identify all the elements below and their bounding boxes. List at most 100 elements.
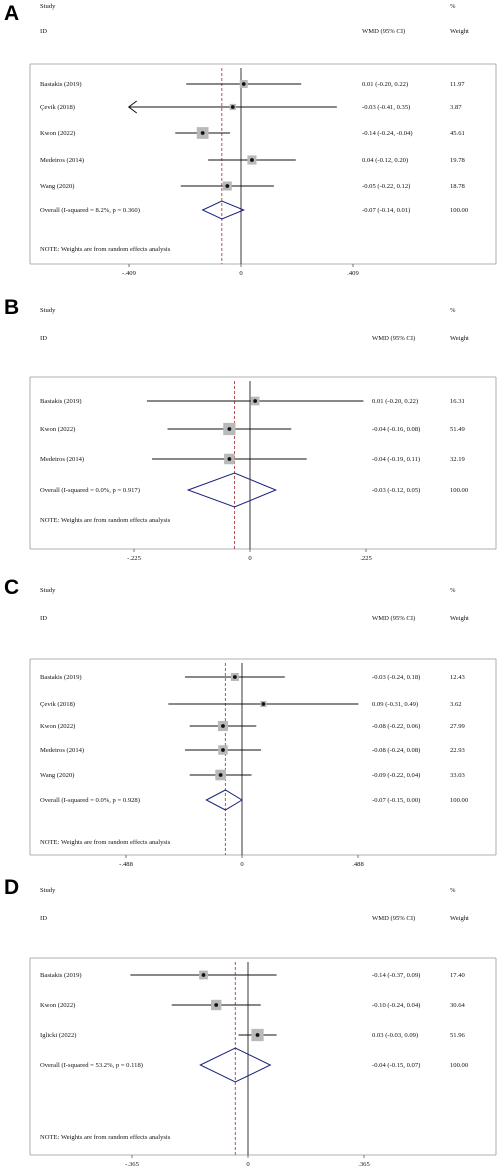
forest-panel-B: B Study % ID WMD (95% CI) Weight -.225 0 .225 Bas…: [4, 296, 497, 562]
overall-label: Overall (I-squared = 0.0%, p = 0.917): [40, 487, 140, 494]
overall-label: Overall (I-squared = 8.2%, p = 0.360): [40, 207, 140, 214]
point-estimate: [221, 724, 225, 728]
weight-value: 51.49: [450, 426, 466, 433]
weight-value: 11.97: [450, 81, 465, 88]
study-label: Wang (2020): [40, 772, 74, 779]
header-id: ID: [40, 615, 47, 622]
header-wmd-ci: WMD (95% CI): [362, 28, 405, 35]
forest-panel-C: C Study % ID WMD (95% CI) Weight -.488 0 .488 Bas…: [4, 576, 497, 868]
weight-value: 45.61: [450, 130, 465, 137]
study-label: Bastakis (2019): [40, 674, 82, 681]
wmd-ci-value: -0.09 (-0.22, 0.04): [372, 772, 420, 779]
x-tick-label: .409: [347, 270, 359, 277]
panel-letter: D: [4, 876, 19, 899]
point-estimate: [255, 1033, 260, 1037]
study-label: Bastakis (2019): [40, 81, 82, 88]
point-estimate: [250, 158, 254, 162]
overall-label: Overall (I-squared = 0.0%, p = 0.928): [40, 797, 140, 804]
point-estimate: [253, 399, 258, 403]
x-tick-label: 0: [239, 270, 243, 277]
ci-arrow: [127, 100, 138, 114]
panel-letter: B: [4, 296, 19, 319]
header-weight: Weight: [450, 28, 469, 35]
wmd-ci-value: 0.04 (-0.12, 0.20): [362, 157, 408, 164]
header-percent: %: [450, 307, 456, 314]
point-estimate: [218, 773, 223, 777]
weight-value: 17.40: [450, 972, 466, 979]
header-id: ID: [40, 915, 47, 922]
point-estimate: [261, 702, 266, 706]
point-estimate: [200, 131, 205, 135]
point-estimate: [241, 82, 246, 86]
random-effects-note: NOTE: Weights are from random effects an…: [40, 839, 171, 846]
panel-letter: A: [4, 2, 19, 25]
x-tick-label: 0: [240, 861, 244, 868]
header-id: ID: [40, 335, 47, 342]
forest-panel-D: D Study % ID WMD (95% CI) Weight -.365 0 .365 Bas…: [4, 876, 497, 1168]
weight-value: 33.03: [450, 772, 466, 779]
weight-value: 27.99: [450, 723, 466, 730]
panel-letter: C: [4, 576, 19, 599]
random-effects-note: NOTE: Weights are from random effects an…: [40, 1134, 171, 1141]
wmd-ci-value: -0.03 (-0.24, 0.18): [372, 674, 420, 681]
overall-diamond: [201, 200, 246, 220]
wmd-ci-value: 0.01 (-0.20, 0.22): [362, 81, 408, 88]
weight-value: 12.43: [450, 674, 466, 681]
header-wmd-ci: WMD (95% CI): [372, 915, 415, 922]
wmd-ci-value: -0.05 (-0.22, 0.12): [362, 183, 410, 190]
wmd-ci-value: -0.08 (-0.22, 0.06): [372, 723, 420, 730]
weight-value: 3.62: [450, 701, 462, 708]
header-study: Study: [40, 587, 56, 594]
header-percent: %: [450, 887, 456, 894]
header-percent: %: [450, 3, 456, 10]
wmd-ci-value: -0.14 (-0.37, 0.09): [372, 972, 420, 979]
study-label: Bastakis (2019): [40, 398, 82, 405]
point-estimate: [225, 184, 230, 188]
overall-diamond: [199, 1047, 272, 1083]
header-weight: Weight: [450, 615, 469, 622]
overall-wmd-ci: -0.03 (-0.12, 0.05): [372, 487, 420, 494]
random-effects-note: NOTE: Weights are from random effects an…: [40, 246, 171, 253]
study-label: Medeiros (2014): [40, 747, 84, 754]
point-estimate: [201, 973, 206, 977]
overall-wmd-ci: -0.07 (-0.14, 0.01): [362, 207, 410, 214]
study-label: Bastakis (2019): [40, 972, 82, 979]
x-tick-label: .225: [360, 555, 372, 562]
overall-label: Overall (I-squared = 53.2%, p = 0.118): [40, 1062, 143, 1069]
weight-value: 16.31: [450, 398, 465, 405]
study-label: Kwon (2022): [40, 426, 75, 433]
study-label: Kwon (2022): [40, 723, 75, 730]
header-wmd-ci: WMD (95% CI): [372, 615, 415, 622]
wmd-ci-value: -0.04 (-0.19, 0.11): [372, 456, 420, 463]
point-estimate: [227, 457, 232, 461]
x-tick-label: -.365: [125, 1161, 139, 1168]
wmd-ci-value: -0.04 (-0.16, 0.08): [372, 426, 420, 433]
x-tick-label: .488: [352, 861, 364, 868]
forest-panel-A: A Study % ID WMD (95% CI) Weight -.409 0 .409 Bas…: [4, 2, 497, 277]
overall-diamond: [186, 472, 278, 508]
weight-value: 3.87: [450, 104, 462, 111]
point-estimate: [227, 427, 232, 431]
header-weight: Weight: [450, 915, 469, 922]
overall-weight: 100.00: [450, 207, 469, 214]
wmd-ci-value: 0.09 (-0.31, 0.49): [372, 701, 418, 708]
study-label: Çevik (2018): [40, 104, 75, 111]
wmd-ci-value: -0.03 (-0.41, 0.35): [362, 104, 410, 111]
overall-wmd-ci: -0.04 (-0.15, 0.07): [372, 1062, 420, 1069]
weight-value: 18.78: [450, 183, 466, 190]
weight-value: 51.96: [450, 1032, 466, 1039]
header-id: ID: [40, 28, 47, 35]
weight-value: 30.64: [450, 1002, 466, 1009]
overall-weight: 100.00: [450, 797, 469, 804]
header-weight: Weight: [450, 335, 469, 342]
weight-value: 32.19: [450, 456, 466, 463]
overall-diamond: [205, 789, 243, 811]
weight-value: 22.93: [450, 747, 466, 754]
wmd-ci-value: -0.14 (-0.24, -0.04): [362, 130, 413, 137]
header-study: Study: [40, 3, 56, 10]
study-label: Kwon (2022): [40, 1002, 75, 1009]
header-wmd-ci: WMD (95% CI): [372, 335, 415, 342]
header-study: Study: [40, 307, 56, 314]
point-estimate: [230, 105, 235, 109]
